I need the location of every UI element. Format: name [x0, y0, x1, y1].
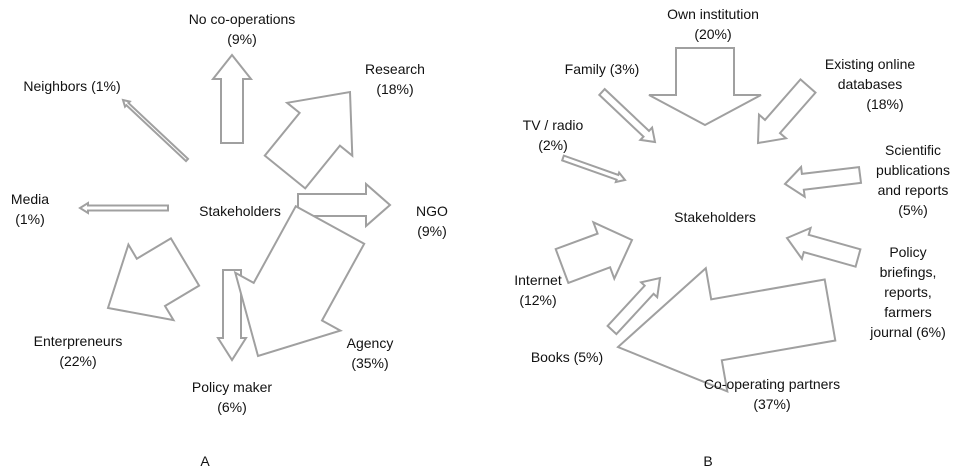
percent: (5%) — [898, 202, 928, 218]
label: Internet — [514, 272, 562, 288]
percent: (22%) — [59, 353, 96, 369]
label: databases — [838, 76, 903, 92]
label: Policy — [889, 244, 926, 260]
arrow — [606, 276, 662, 336]
arrow — [785, 226, 862, 268]
arrow — [783, 164, 863, 199]
percent: (6%) — [217, 399, 247, 415]
label: Media — [11, 191, 49, 207]
arrow — [233, 204, 366, 358]
percent: (12%) — [519, 292, 556, 308]
percent: (18%) — [376, 81, 413, 97]
center-label: Stakeholders — [199, 203, 281, 219]
percent: (9%) — [227, 31, 257, 47]
arrow — [121, 98, 190, 163]
arrow — [560, 154, 627, 184]
caption: B — [703, 453, 712, 469]
arrow — [554, 220, 634, 285]
percent: (2%) — [538, 137, 568, 153]
arrow — [210, 53, 254, 144]
label: NGO — [416, 203, 448, 219]
label: Books (5%) — [531, 349, 603, 365]
label: Co-operating partners — [704, 376, 840, 392]
label: farmers — [884, 304, 931, 320]
percent: (9%) — [417, 223, 447, 239]
center-label: Stakeholders — [674, 209, 756, 225]
arrow — [297, 181, 392, 229]
label: Policy maker — [192, 379, 272, 395]
arrow — [756, 77, 817, 145]
label: Scientific — [885, 142, 941, 158]
label: TV / radio — [523, 117, 584, 133]
label: reports, — [884, 284, 931, 300]
caption: A — [200, 453, 210, 469]
label: Own institution — [667, 6, 759, 22]
label: Research — [365, 61, 425, 77]
percent: (1%) — [15, 211, 45, 227]
label: Enterpreneurs — [34, 333, 123, 349]
label: journal (6%) — [869, 324, 945, 340]
label: publications — [876, 162, 950, 178]
percent: (18%) — [866, 96, 903, 112]
arrow — [597, 87, 657, 144]
arrow — [106, 237, 201, 322]
label: Agency — [347, 335, 394, 351]
label: briefings, — [880, 264, 937, 280]
arrow — [78, 201, 169, 215]
label: No co-operations — [189, 11, 296, 27]
arrow — [616, 266, 837, 394]
percent: (37%) — [753, 396, 790, 412]
label: Neighbors (1%) — [23, 78, 120, 94]
arrow — [263, 90, 354, 190]
label: Family (3%) — [565, 61, 640, 77]
label: Existing online — [825, 56, 915, 72]
label: and reports — [878, 182, 949, 198]
arrow — [648, 47, 762, 127]
percent: (20%) — [694, 26, 731, 42]
percent: (35%) — [351, 355, 388, 371]
